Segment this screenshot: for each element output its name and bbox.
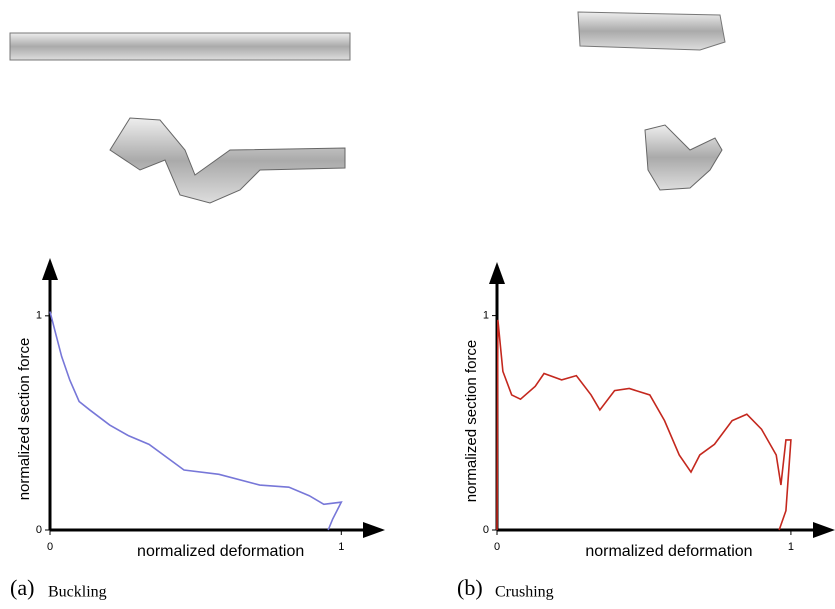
x-tick-label: 1 bbox=[338, 541, 344, 553]
data-line bbox=[497, 320, 791, 530]
caption: Buckling bbox=[48, 584, 107, 601]
y-axis-label: normalized section force bbox=[463, 340, 480, 503]
y-tick-label: 1 bbox=[36, 310, 42, 322]
x-tick-label: 0 bbox=[47, 541, 53, 553]
y-tick-label: 1 bbox=[483, 310, 489, 322]
y-axis-arrow bbox=[489, 262, 505, 284]
caption-label: (b) bbox=[457, 575, 483, 600]
x-tick-label: 1 bbox=[788, 541, 794, 553]
x-axis-arrow bbox=[813, 522, 835, 538]
y-tick-label: 0 bbox=[36, 524, 42, 536]
y-tick-label: 0 bbox=[483, 524, 489, 536]
beam-images bbox=[10, 12, 725, 203]
x-axis-label: normalized deformation bbox=[137, 543, 304, 560]
caption: Crushing bbox=[495, 584, 554, 601]
box-intact bbox=[578, 12, 725, 50]
caption-label: (a) bbox=[10, 575, 34, 600]
y-axis-label: normalized section force bbox=[16, 338, 33, 501]
x-axis-arrow bbox=[363, 522, 385, 538]
data-line bbox=[50, 312, 341, 530]
y-axis-arrow bbox=[42, 258, 58, 280]
x-axis-label: normalized deformation bbox=[585, 543, 752, 560]
beam-buckled bbox=[110, 118, 345, 203]
x-tick-label: 0 bbox=[494, 541, 500, 553]
box-crushed bbox=[645, 125, 722, 190]
figure: 0 1 0 1 normalized deformation normalized sec… bbox=[0, 0, 835, 604]
beam-intact bbox=[10, 33, 350, 60]
